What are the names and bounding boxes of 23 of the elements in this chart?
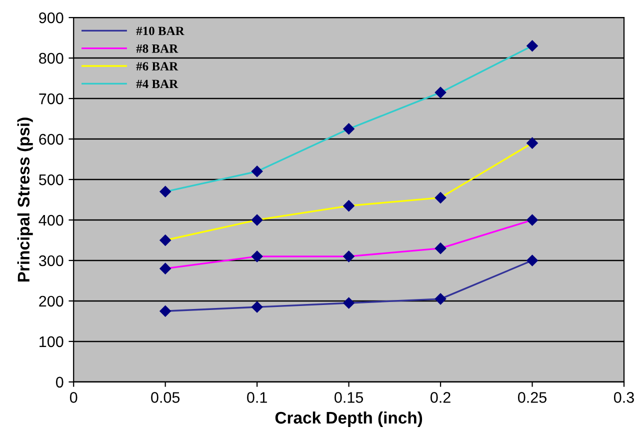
y-tick-label: 200 xyxy=(39,296,64,307)
x-tick-label: 0.05 xyxy=(151,392,180,403)
x-axis-title: Crack Depth (inch) xyxy=(275,411,422,427)
x-tick-label: 0 xyxy=(70,392,78,403)
x-tick-label: 0.2 xyxy=(430,392,450,403)
y-tick-label: 400 xyxy=(38,214,64,226)
legend-label: #6 BAR xyxy=(136,62,178,71)
x-tick-label: 0.3 xyxy=(614,392,634,403)
x-tick-label: 0.1 xyxy=(247,392,267,403)
y-tick-label: 900 xyxy=(39,12,64,24)
legend-label: #10 BAR xyxy=(136,26,184,36)
y-tick-label: 700 xyxy=(39,93,64,104)
legend-label: #4 BAR xyxy=(136,80,178,88)
legend-label: #8 BAR xyxy=(136,44,178,53)
x-tick-label: 0.25 xyxy=(518,392,546,403)
y-tick-label: 600 xyxy=(39,134,64,145)
x-tick-label: 0.15 xyxy=(334,392,364,403)
y-tick-label: 100 xyxy=(40,336,64,348)
y-tick-label: 800 xyxy=(39,52,64,64)
y-axis-title: Principal Stress (psi) xyxy=(17,118,33,282)
y-tick-label: 0 xyxy=(56,376,64,388)
y-tick-label: 300 xyxy=(38,255,64,266)
y-tick-label: 500 xyxy=(39,174,64,186)
